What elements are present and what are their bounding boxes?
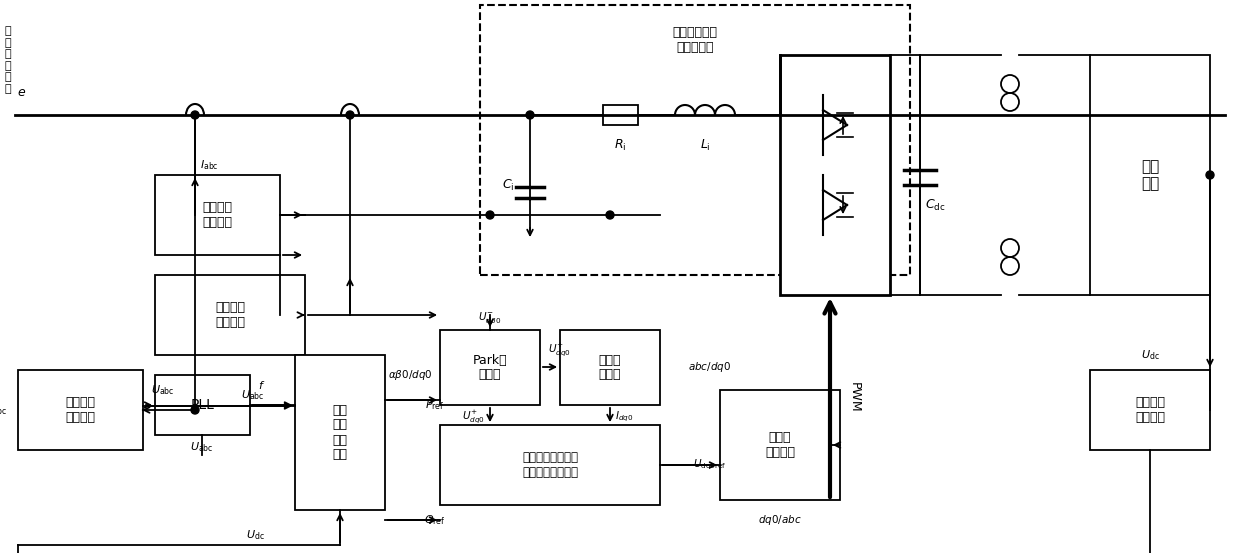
Text: 坐标变
换模块: 坐标变 换模块 [599, 353, 621, 382]
Circle shape [606, 211, 614, 219]
Text: 单个双向功率
换流器模块: 单个双向功率 换流器模块 [672, 26, 718, 54]
Text: $P_\mathrm{ref}$: $P_\mathrm{ref}$ [425, 398, 445, 412]
Text: $C_\mathrm{i}$: $C_\mathrm{i}$ [502, 178, 515, 192]
Text: $U_{\alpha\beta0}^{-}$: $U_{\alpha\beta0}^{-}$ [479, 310, 501, 326]
Text: 直流
子网: 直流 子网 [1141, 159, 1159, 191]
Circle shape [526, 111, 534, 119]
Text: 交
流
子
网
母
线: 交 流 子 网 母 线 [5, 26, 11, 94]
Bar [603, 105, 637, 125]
Text: $L_\mathrm{i}$: $L_\mathrm{i}$ [699, 138, 711, 153]
Bar [19, 370, 143, 450]
Text: PWM: PWM [848, 382, 861, 413]
Text: $U_\mathrm{dc}$: $U_\mathrm{dc}$ [247, 528, 265, 542]
Text: $I_\mathrm{abc}$: $I_\mathrm{abc}$ [200, 158, 218, 172]
Text: 交流电压
采集模块: 交流电压 采集模块 [66, 396, 95, 424]
Circle shape [486, 211, 494, 219]
Bar [1090, 370, 1210, 450]
Text: $U_\mathrm{abc}$: $U_\mathrm{abc}$ [151, 383, 175, 397]
Bar [1090, 55, 1210, 295]
Text: 反坐标
变换模块: 反坐标 变换模块 [765, 431, 795, 459]
Bar [780, 55, 890, 295]
Text: $Q_\mathrm{ref}$: $Q_\mathrm{ref}$ [424, 513, 446, 527]
Text: $U_{dq0}^{+}$: $U_{dq0}^{+}$ [463, 409, 485, 425]
Text: 电流内环解耦控制
零序环流抑制模块: 电流内环解耦控制 零序环流抑制模块 [522, 451, 578, 479]
Text: $dq0/abc$: $dq0/abc$ [758, 513, 802, 527]
Text: $U_{dq0}^{+}$: $U_{dq0}^{+}$ [548, 342, 570, 358]
Bar [440, 330, 539, 405]
Bar [155, 375, 250, 435]
Bar [560, 330, 660, 405]
Circle shape [191, 406, 198, 414]
Bar [155, 275, 305, 355]
Text: Park变
换模块: Park变 换模块 [472, 353, 507, 382]
Text: $R_\mathrm{i}$: $R_\mathrm{i}$ [614, 138, 626, 153]
Circle shape [776, 111, 784, 119]
Text: $U_\mathrm{dc}$: $U_\mathrm{dc}$ [1141, 348, 1159, 362]
Circle shape [346, 111, 353, 119]
Text: $U_\mathrm{dq0ref}$: $U_\mathrm{dq0ref}$ [693, 458, 727, 472]
Bar [720, 390, 839, 500]
Text: $I_{dq0}$: $I_{dq0}$ [615, 410, 634, 424]
Bar [295, 355, 384, 510]
Text: $U_\mathrm{abc}$: $U_\mathrm{abc}$ [190, 440, 213, 454]
Bar [480, 5, 910, 275]
Text: $\alpha\beta0/dq0$: $\alpha\beta0/dq0$ [388, 368, 433, 382]
Text: 交流电流
采集模块: 交流电流 采集模块 [202, 201, 233, 229]
Text: $U_\mathrm{abc}$: $U_\mathrm{abc}$ [0, 403, 7, 417]
Text: 直流电压
采集模块: 直流电压 采集模块 [1135, 396, 1166, 424]
Text: $U_\mathrm{abc}$: $U_\mathrm{abc}$ [242, 388, 265, 402]
Circle shape [191, 111, 198, 119]
Text: $abc/dq0$: $abc/dq0$ [688, 360, 732, 374]
Text: 正序分量
提取模块: 正序分量 提取模块 [215, 301, 246, 329]
Text: PLL: PLL [191, 398, 215, 412]
Bar [155, 175, 280, 255]
Text: 自治
运行
控制
模块: 自治 运行 控制 模块 [332, 404, 347, 462]
Circle shape [1207, 171, 1214, 179]
Text: $f$: $f$ [258, 379, 265, 391]
Text: $C_\mathrm{dc}$: $C_\mathrm{dc}$ [925, 197, 946, 212]
Bar [440, 425, 660, 505]
Text: $e$: $e$ [17, 86, 26, 98]
